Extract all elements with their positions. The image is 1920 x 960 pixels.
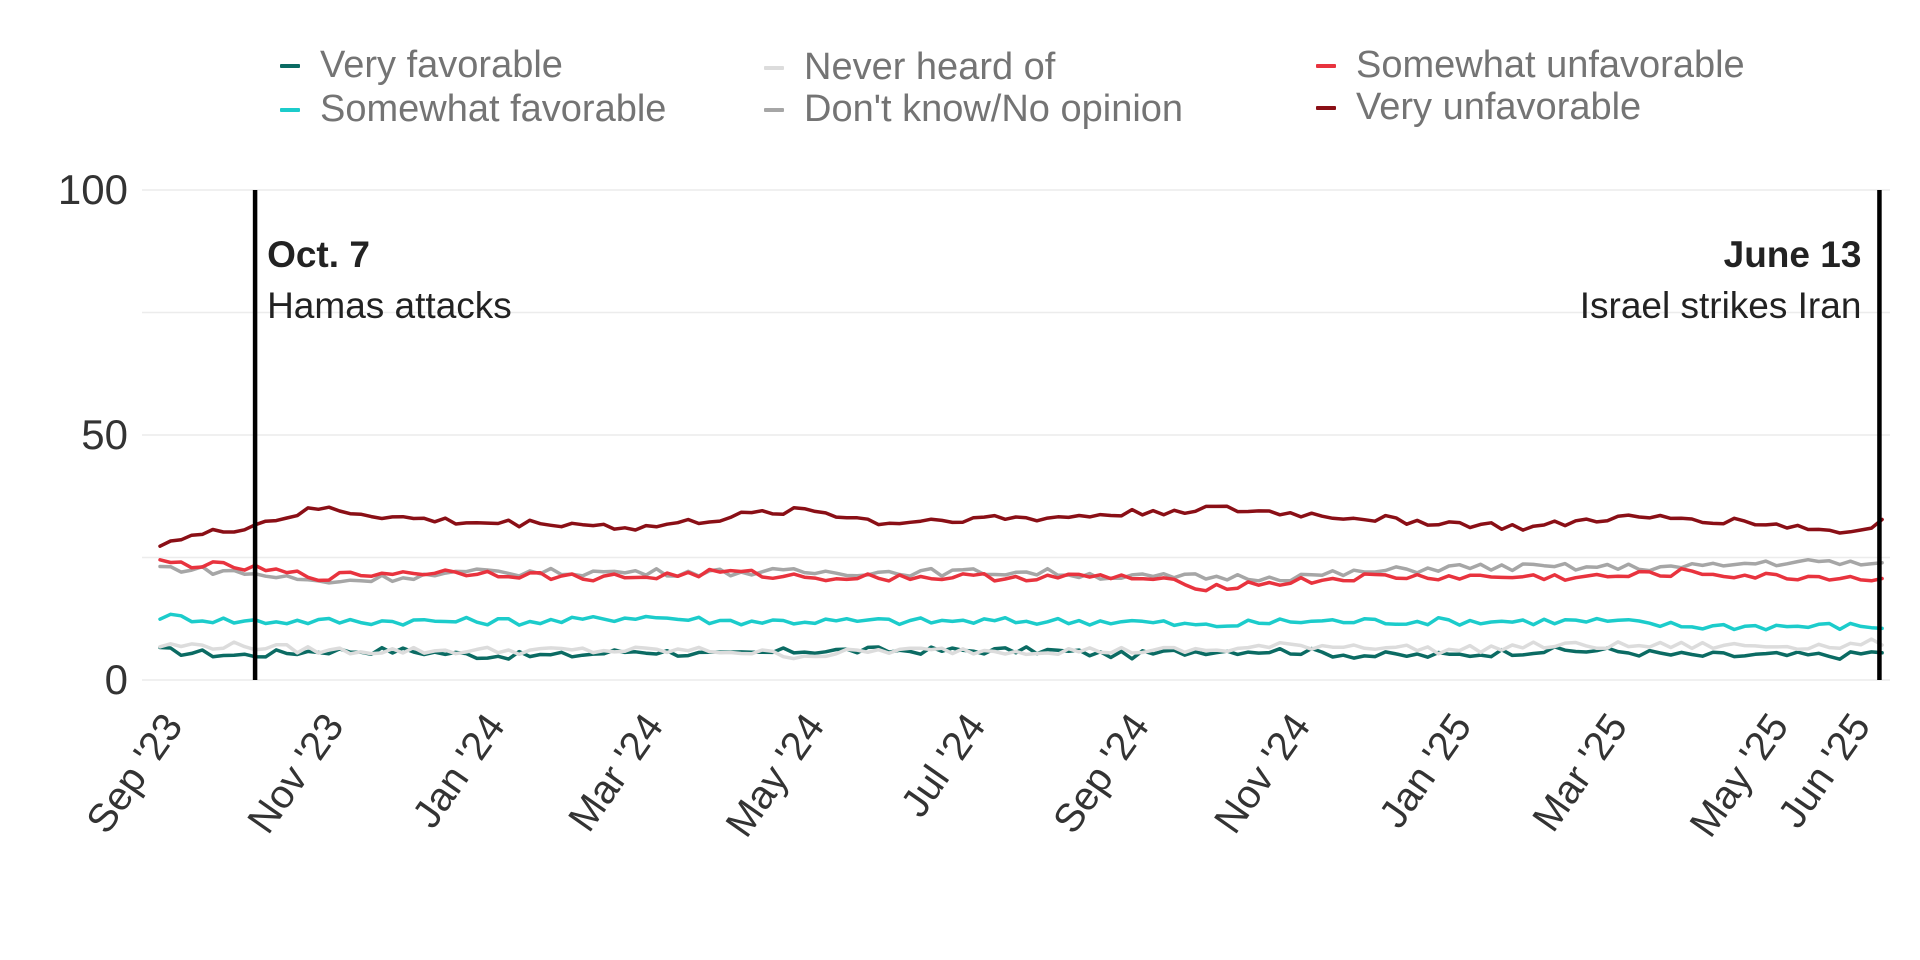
legend-label: Somewhat favorable — [320, 88, 667, 130]
x-tick-label: Mar '25 — [1524, 706, 1636, 839]
y-tick-label: 50 — [81, 411, 128, 458]
y-tick-label: 100 — [58, 166, 128, 213]
y-axis: 0 50 100 — [58, 166, 128, 703]
legend-label: Very unfavorable — [1356, 86, 1642, 128]
x-axis: Sep '23 Nov '23 Jan '24 Mar '24 May '24 Jul '… — [78, 706, 1879, 845]
legend-swatch — [280, 63, 300, 68]
x-tick-label: Jul '24 — [893, 706, 995, 825]
series-line — [158, 612, 1884, 632]
x-tick-label: Nov '23 — [239, 706, 352, 841]
series-line — [158, 504, 1884, 548]
legend-item-somewhat-unfavorable: Somewhat unfavorable — [1316, 44, 1745, 87]
x-tick-label: Sep '24 — [1045, 706, 1158, 841]
legend-swatch — [764, 107, 784, 112]
legend-item-very-unfavorable: Very unfavorable — [1316, 86, 1641, 129]
y-tick-label: 0 — [105, 656, 128, 703]
x-tick-label: May '24 — [718, 706, 834, 845]
x-tick-label: Sep '23 — [78, 706, 191, 841]
annotation-title: Oct. 7 — [267, 234, 370, 275]
legend-item-very-favorable: Very favorable — [280, 44, 563, 87]
legend-item-somewhat-favorable: Somewhat favorable — [280, 88, 666, 131]
series-lines — [158, 504, 1884, 661]
series-line — [158, 557, 1884, 585]
legend-item-never-heard-of: Never heard of — [764, 46, 1055, 89]
series-line — [158, 645, 1884, 661]
annotation-title: June 13 — [1724, 234, 1862, 275]
x-tick-label: Mar '24 — [560, 706, 672, 839]
series-line — [158, 637, 1884, 661]
legend-swatch — [1316, 63, 1336, 68]
legend-label: Very favorable — [320, 44, 563, 86]
series-line — [158, 558, 1884, 593]
legend-label: Don't know/No opinion — [804, 88, 1184, 130]
legend-item-dont-know: Don't know/No opinion — [764, 88, 1183, 131]
x-tick-label: May '25 — [1682, 706, 1798, 845]
annotation-subtitle: Hamas attacks — [267, 285, 512, 326]
annotation-subtitle: Israel strikes Iran — [1580, 285, 1862, 326]
event-annotations: Oct. 7 Hamas attacks June 13 Israel strikes… — [252, 190, 1882, 680]
legend-swatch — [280, 107, 300, 112]
x-tick-label: Nov '24 — [1206, 706, 1319, 841]
x-tick-label: Jan '25 — [1371, 706, 1480, 836]
legend-swatch — [1316, 105, 1336, 110]
x-tick-label: Jan '24 — [404, 706, 513, 836]
legend: Very favorable Somewhat favorable Never … — [0, 44, 1920, 144]
legend-swatch — [764, 65, 784, 70]
legend-label: Somewhat unfavorable — [1356, 44, 1745, 86]
grid-lines — [142, 189, 1890, 681]
legend-label: Never heard of — [804, 46, 1056, 88]
